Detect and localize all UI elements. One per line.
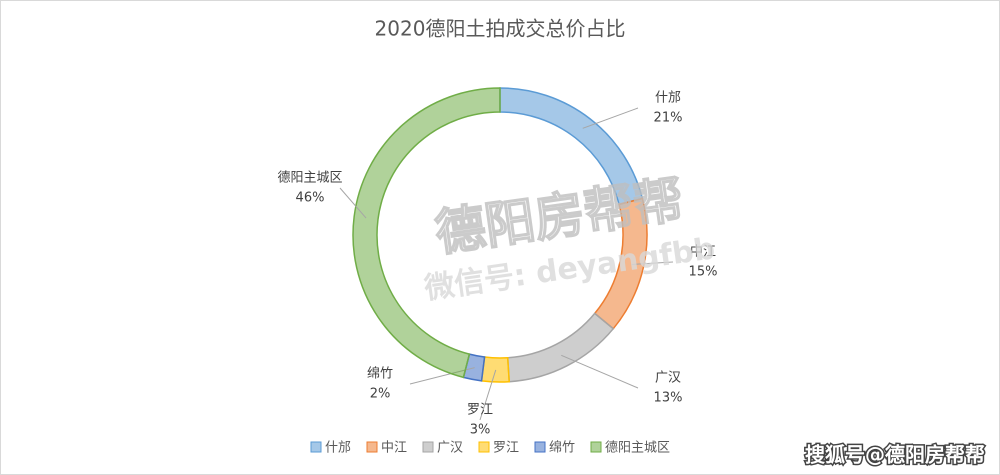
legend-swatch <box>366 441 378 453</box>
data-value-label: 21% <box>654 111 683 126</box>
data-category-label: 绵竹 <box>367 367 393 382</box>
data-value-label: 13% <box>654 391 683 406</box>
leader-line <box>631 261 674 265</box>
legend-label: 罗江 <box>493 441 519 456</box>
watermark: 搜狐号@德阳房帮帮 <box>805 443 985 467</box>
data-category-label: 广汉 <box>655 371 681 386</box>
legend-label: 什邡 <box>325 440 351 456</box>
data-value-label: 2% <box>370 387 391 402</box>
leader-line <box>582 107 639 129</box>
chart-title: 2020德阳土拍成交总价占比 <box>375 17 626 41</box>
legend-swatch <box>534 441 546 453</box>
legend-label: 德阳主城区 <box>605 441 670 456</box>
legend-swatch <box>590 441 602 453</box>
data-value-label: 3% <box>470 423 491 438</box>
leader-line <box>339 187 367 219</box>
leader-line <box>479 369 497 421</box>
legend-swatch <box>310 441 322 453</box>
legend-label: 中江 <box>381 441 407 456</box>
legend-swatch <box>422 441 434 453</box>
data-value-label: 15% <box>689 265 718 280</box>
legend-swatch <box>478 441 490 453</box>
donut-slice <box>480 356 511 383</box>
donut-slice <box>352 87 501 379</box>
data-value-label: 46% <box>296 191 325 206</box>
data-category-label: 什邡 <box>655 90 681 106</box>
legend-label: 绵竹 <box>549 441 575 456</box>
leader-line <box>561 354 639 389</box>
data-category-label: 德阳主城区 <box>277 171 342 186</box>
data-category-label: 中江 <box>690 245 716 260</box>
legend-label: 广汉 <box>437 441 463 456</box>
data-category-label: 罗江 <box>467 403 493 418</box>
